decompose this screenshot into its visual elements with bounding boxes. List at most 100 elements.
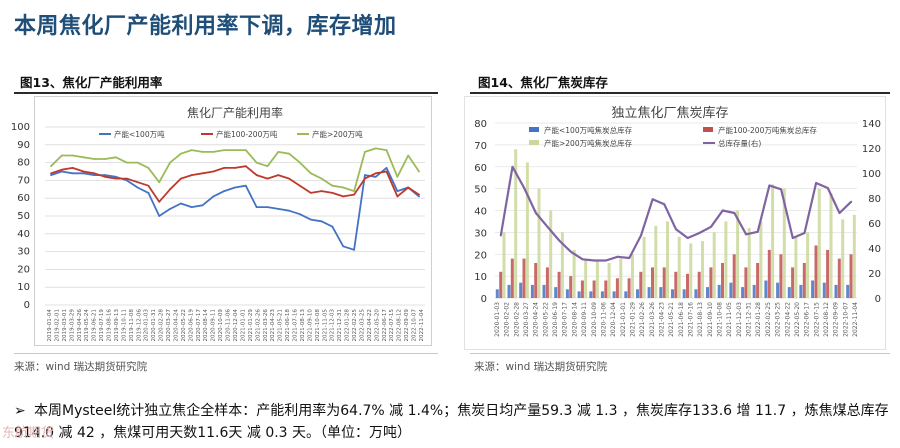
chart1-data-point	[396, 190, 399, 192]
chart1-data-point	[136, 161, 139, 164]
chart2-y-right-tick-label: 40	[868, 244, 881, 255]
chart1-x-tick-label: 2021-12-03	[330, 309, 336, 342]
chart1-y-tick-label: 10	[17, 282, 30, 293]
chart1-data-point	[309, 218, 312, 221]
chart1-x-tick-label: 2022-02-25	[352, 309, 358, 342]
chart1-data-point	[82, 172, 85, 175]
chart2-bar	[677, 236, 681, 299]
chart1-x-tick-label: 2019-05-24	[84, 309, 90, 342]
chart2-total-line	[499, 165, 852, 262]
chart2-x-tick-label: 2021-12-03	[736, 302, 743, 337]
chart1-data-point	[407, 186, 410, 189]
chart1-x-tick-label: 2021-02-26	[255, 309, 261, 342]
chart1-data-point	[169, 207, 171, 210]
chart2-x-tick-label: 2021-08-13	[697, 302, 704, 337]
chart1-data-point	[309, 191, 312, 194]
chart2-bar	[607, 263, 611, 298]
right-bottom-rule	[470, 353, 890, 354]
chart1-data-point	[396, 195, 399, 198]
chart1-data-point	[93, 158, 96, 160]
chart2-bar	[787, 287, 791, 298]
chart2-x-tick-label: 2022-06-17	[804, 302, 811, 337]
chart2-data-point	[803, 232, 806, 234]
chart2-x-tick-label: 2021-10-08	[717, 302, 724, 337]
chart1-data-point	[115, 177, 117, 180]
chart1-data-point	[299, 184, 301, 187]
chart2-bar	[694, 289, 698, 299]
chart1-x-tick-label: 2019-09-13	[114, 309, 120, 342]
chart1-data-point	[244, 149, 247, 152]
chart2-bar	[729, 282, 733, 298]
chart2-bar	[525, 162, 529, 298]
chart1-legend-label: 产能<100万吨	[114, 129, 165, 139]
chart1-data-point	[266, 177, 269, 180]
chart2-bar	[764, 280, 768, 298]
chart2-y-right-tick-label: 140	[862, 119, 881, 130]
chart1-data-point	[82, 170, 85, 173]
chart1-data-point	[147, 191, 150, 194]
chart2-title: 独立焦化厂焦炭库存	[611, 105, 728, 121]
chart2-bar	[615, 278, 619, 298]
chart2-bar	[572, 249, 576, 298]
chart2-bar	[507, 284, 511, 298]
chart1-x-tick-label: 2019-07-19	[99, 309, 105, 342]
chart2-bar	[600, 291, 604, 298]
chart1-x-tick-label: 2019-10-11	[121, 309, 127, 342]
chart1-x-tick-label: 2022-11-04	[419, 309, 425, 342]
chart2-bar	[701, 241, 704, 298]
chart1-legend-label: 产能>200万吨	[312, 129, 363, 139]
chart1-x-tick-label: 2021-11-05	[322, 309, 328, 342]
chart2-data-point	[558, 239, 561, 242]
chart2-x-tick-label: 2021-01-01	[620, 302, 627, 337]
chart1-data-point	[385, 167, 388, 169]
left-caption-rule	[14, 92, 438, 94]
chart2-bar	[706, 287, 709, 298]
chart1-x-tick-label: 2019-02-01	[54, 309, 60, 342]
chart1-data-point	[60, 168, 63, 171]
chart1-x-tick-label: 2021-01-01	[240, 309, 246, 342]
chart1-data-point	[158, 215, 161, 217]
chart1-data-point	[363, 177, 366, 180]
chart1-x-tick-label: 2021-06-18	[285, 309, 291, 342]
chart1-data-point	[353, 190, 355, 192]
chart2-x-tick-label: 2020-07-17	[562, 302, 569, 337]
chart2-data-point	[756, 230, 759, 233]
chart2-bar	[671, 289, 674, 299]
chart2-bar	[549, 210, 553, 298]
chart2-bar	[560, 232, 564, 298]
chart1-data-point	[115, 156, 117, 159]
chart1-data-point	[320, 220, 323, 223]
chart1-data-point	[363, 151, 366, 153]
chart2-bar	[557, 271, 561, 299]
chart1-data-point	[277, 207, 280, 210]
chart1-data-point	[169, 161, 171, 164]
chart1-data-point	[418, 193, 420, 196]
chart2-data-point	[826, 187, 829, 189]
watermark: 东航期货	[2, 426, 55, 441]
chart1-data-point	[363, 174, 366, 176]
chart2-bar	[826, 249, 830, 298]
chart1-y-tick-label: 70	[17, 175, 30, 186]
chart1-x-tick-label: 2020-04-24	[173, 309, 179, 342]
chart1-data-point	[104, 175, 107, 178]
chart2-y-left-tick-label: 60	[474, 163, 487, 174]
chart2-x-tick-label: 2022-03-25	[775, 302, 782, 337]
chart1-data-point	[147, 184, 150, 187]
chart2-x-tick-label: 2022-10-07	[842, 302, 849, 337]
chart1-data-point	[385, 170, 388, 173]
left-source: 来源：wind 瑞达期货研究院	[14, 361, 148, 373]
chart2-bar	[806, 232, 810, 298]
chart2-data-point	[616, 255, 619, 258]
chart1-y-tick-label: 90	[17, 140, 30, 151]
chart1-y-tick-label: 80	[17, 158, 30, 169]
chart1-data-point	[385, 149, 388, 152]
chart2-bar	[639, 271, 643, 299]
chart2-data-point	[675, 228, 677, 231]
chart2-bar	[837, 258, 841, 298]
chart1-data-point	[190, 149, 193, 152]
chart1-x-tick-label: 2019-12-06	[136, 309, 142, 342]
chart2-bar	[747, 228, 751, 298]
chart1-x-tick-label: 2020-03-27	[166, 309, 172, 342]
chart2-data-point	[534, 212, 537, 214]
chart2-legend-label: 产能100-200万吨焦炭总库存	[718, 125, 817, 135]
